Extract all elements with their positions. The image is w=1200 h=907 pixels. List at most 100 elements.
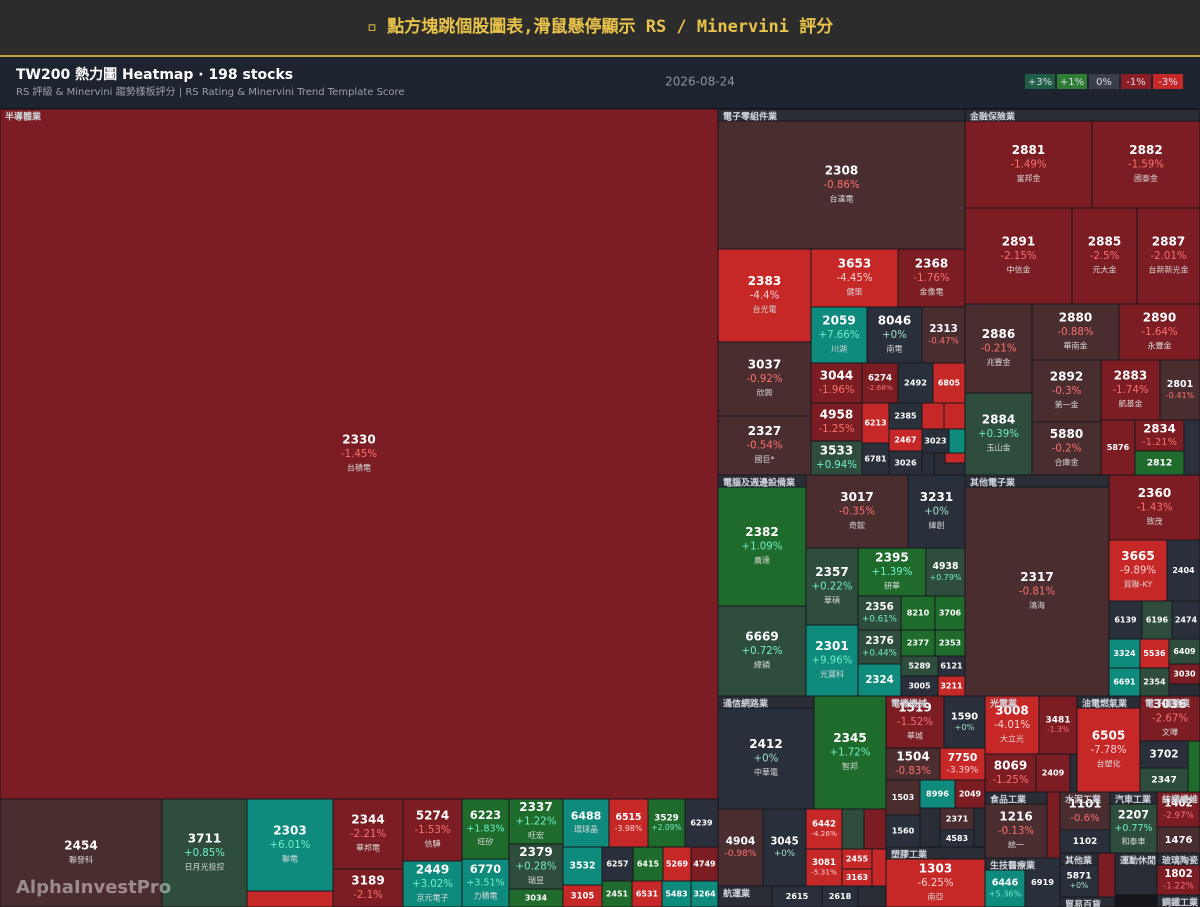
stock-tile[interactable] — [907, 474, 966, 549]
stock-tile[interactable] — [984, 803, 1048, 859]
stock-tile[interactable] — [1168, 638, 1200, 665]
stock-tile[interactable] — [885, 814, 921, 848]
stock-tile[interactable] — [1108, 600, 1143, 640]
stock-tile[interactable] — [647, 798, 686, 848]
stock-tile[interactable] — [1024, 857, 1061, 907]
stock-tile[interactable] — [964, 303, 1033, 394]
stock-tile[interactable] — [161, 798, 248, 907]
stock-tile[interactable] — [1046, 791, 1061, 859]
stock-tile[interactable] — [562, 846, 603, 886]
stock-tile[interactable] — [810, 362, 863, 404]
stock-tile[interactable] — [690, 880, 719, 907]
stock-tile[interactable] — [1031, 303, 1120, 361]
stock-tile[interactable] — [944, 452, 966, 464]
stock-tile[interactable] — [1097, 852, 1116, 898]
stock-tile[interactable] — [1108, 474, 1200, 541]
stock-tile[interactable] — [762, 808, 807, 887]
stock-tile[interactable] — [964, 120, 1093, 209]
stock-tile[interactable] — [0, 798, 163, 907]
stock-tile[interactable] — [246, 890, 334, 907]
stock-tile[interactable] — [1031, 359, 1102, 423]
stock-tile[interactable] — [888, 450, 923, 476]
stock-tile[interactable] — [1059, 864, 1099, 898]
stock-tile[interactable] — [934, 629, 966, 657]
stock-tile[interactable] — [925, 547, 966, 597]
stock-tile[interactable] — [1139, 667, 1170, 697]
stock-tile[interactable] — [1108, 539, 1168, 602]
stock-tile[interactable] — [0, 108, 719, 800]
stock-tile[interactable] — [885, 858, 986, 907]
stock-tile[interactable] — [508, 798, 564, 845]
stock-tile[interactable] — [1109, 803, 1158, 854]
stock-tile[interactable] — [885, 747, 941, 781]
stock-tile[interactable] — [810, 306, 868, 364]
stock-tile[interactable] — [1100, 419, 1136, 476]
stock-tile[interactable] — [717, 415, 812, 476]
stock-tile[interactable] — [1168, 663, 1200, 685]
stock-tile[interactable] — [861, 442, 890, 476]
stock-tile[interactable] — [900, 595, 936, 631]
stock-tile[interactable] — [1118, 303, 1200, 361]
stock-tile[interactable] — [332, 798, 404, 870]
stock-tile[interactable] — [1139, 695, 1200, 742]
stock-tile[interactable] — [939, 829, 975, 848]
stock-tile[interactable] — [964, 392, 1033, 476]
stock-tile[interactable] — [1139, 638, 1170, 669]
stock-tile[interactable] — [1171, 600, 1200, 640]
stock-tile[interactable] — [943, 402, 966, 430]
stock-tile[interactable] — [1100, 359, 1161, 421]
stock-tile[interactable] — [897, 362, 934, 404]
stock-tile[interactable] — [1031, 421, 1102, 476]
stock-tile[interactable] — [690, 846, 719, 882]
stock-tile[interactable] — [805, 848, 843, 887]
stock-tile[interactable] — [871, 848, 887, 887]
stock-tile[interactable] — [1134, 419, 1185, 452]
stock-tile[interactable] — [919, 779, 956, 809]
stock-tile[interactable] — [1156, 864, 1200, 896]
stock-tile[interactable] — [461, 858, 510, 907]
stock-tile[interactable] — [921, 428, 950, 454]
stock-tile[interactable] — [717, 248, 812, 343]
stock-tile[interactable] — [939, 747, 986, 781]
stock-tile[interactable] — [921, 306, 966, 364]
stock-tile[interactable] — [1038, 695, 1078, 755]
stock-tile[interactable] — [1134, 450, 1185, 476]
stock-tile[interactable] — [1108, 638, 1141, 669]
stock-tile[interactable] — [717, 808, 764, 887]
stock-tile[interactable] — [1071, 207, 1138, 305]
stock-tile[interactable] — [805, 474, 909, 549]
stock-tile[interactable] — [943, 695, 986, 749]
stock-tile[interactable] — [984, 695, 1040, 755]
stock-tile[interactable] — [1139, 740, 1189, 769]
stock-tile[interactable] — [841, 808, 865, 850]
stock-tile[interactable] — [821, 885, 859, 907]
stock-tile[interactable] — [813, 695, 887, 810]
stock-tile[interactable] — [717, 605, 807, 697]
stock-tile[interactable] — [805, 808, 843, 850]
stock-tile[interactable] — [1035, 753, 1071, 793]
stock-tile[interactable] — [1183, 419, 1200, 476]
stock-tile[interactable] — [866, 306, 923, 364]
stock-tile[interactable] — [964, 207, 1073, 305]
stock-tile[interactable] — [921, 452, 935, 476]
stock-tile[interactable] — [1156, 791, 1200, 828]
stock-tile[interactable] — [984, 753, 1037, 793]
stock-tile[interactable] — [608, 798, 649, 848]
stock-tile[interactable] — [631, 880, 663, 907]
stock-tile[interactable] — [1156, 826, 1200, 854]
stock-tile[interactable] — [948, 428, 966, 454]
stock-tile[interactable] — [1159, 359, 1200, 421]
stock-tile[interactable] — [717, 707, 815, 810]
stock-tile[interactable] — [810, 402, 863, 442]
stock-tile[interactable] — [562, 798, 610, 848]
stock-tile[interactable] — [601, 880, 633, 907]
stock-tile[interactable] — [954, 779, 986, 809]
stock-tile[interactable] — [934, 595, 966, 631]
stock-tile[interactable] — [863, 808, 887, 850]
stock-tile[interactable] — [921, 402, 945, 430]
stock-tile[interactable] — [1136, 207, 1200, 305]
stock-tile[interactable] — [805, 547, 859, 626]
stock-tile[interactable] — [246, 798, 334, 892]
stock-tile[interactable] — [805, 624, 859, 697]
stock-tile[interactable] — [964, 486, 1110, 697]
